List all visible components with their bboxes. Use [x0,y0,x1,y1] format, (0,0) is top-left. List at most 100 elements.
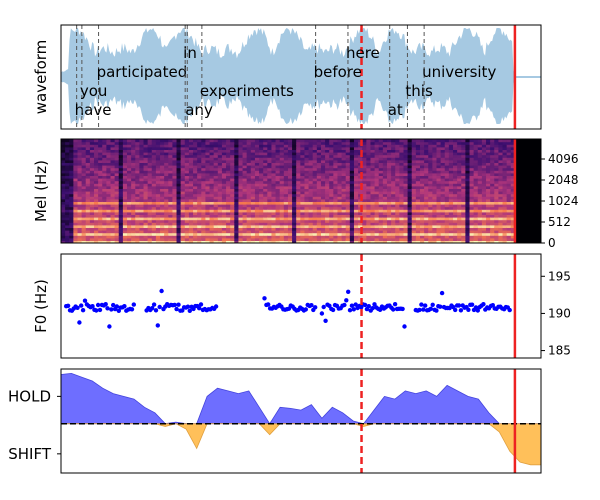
mel-cell [300,139,306,143]
mel-cell [407,162,413,166]
mel-cell [143,217,149,221]
mel-cell [139,204,145,208]
mel-cell [287,204,293,208]
mel-cell [114,237,120,241]
mel-cell [118,149,124,153]
mel-cell [267,201,273,205]
mel-cell [296,198,301,202]
mel-cell [259,219,264,223]
mel-cell [353,235,359,239]
mel-cell [444,183,450,187]
mel-cell [160,235,165,239]
mel-cell [444,149,450,153]
mel-cell [164,152,169,156]
mel-cell [349,170,355,174]
mel-cell [73,185,79,189]
mel-cell [494,162,500,166]
mel-cell [465,211,471,215]
mel-cell [209,227,215,231]
mel-cell [411,152,417,156]
mel-cell [444,175,450,179]
mel-cell [143,188,149,192]
mel-cell [65,141,70,145]
mel-cell [473,232,479,236]
mel-cell [386,185,392,189]
mel-cell [312,165,318,169]
mel-cell [403,188,409,192]
mel-cell [143,206,149,210]
mel-cell [172,217,178,221]
mel-cell [411,167,417,171]
mel-cell [382,222,388,226]
mel-cell [193,211,198,215]
mel-cell [155,217,161,221]
mel-cell [279,237,285,241]
mel-cell [386,224,392,228]
mel-cell [172,188,178,192]
mel-cell [168,149,174,153]
mel-cell [217,198,223,202]
mel-cell [494,144,500,148]
mel-cell [283,157,289,161]
mel-cell [221,235,227,239]
mel-cell [399,172,405,176]
mel-cell [382,188,388,192]
mel-cell [440,165,446,169]
mel-cell [453,193,458,197]
mel-cell [254,204,260,208]
mel-cell [263,178,268,182]
mel-cell [221,162,227,166]
mel-cell [164,196,169,200]
mel-cell [469,193,475,197]
mel-cell [337,206,343,210]
mel-cell [250,196,256,200]
mel-cell [267,232,273,236]
mel-cell [391,219,396,223]
mel-cell [151,196,157,200]
mel-cell [473,193,479,197]
mel-cell [391,175,396,179]
mel-cell [184,139,190,143]
mel-cell [337,237,343,241]
mel-cell [333,214,339,218]
mel-cell [494,157,500,161]
mel-cell [110,185,116,189]
mel-cell [411,157,417,161]
mel-cell [444,139,450,143]
mel-cell [382,144,388,148]
mel-cell [304,237,310,241]
mel-cell [89,178,95,182]
mel-cell [69,237,74,241]
mel-cell [127,141,132,145]
mel-cell [77,198,83,202]
mel-cell [271,219,277,223]
mel-cell [201,178,207,182]
mel-cell [337,204,343,208]
mel-cell [304,175,310,179]
mel-cell [391,240,396,243]
mel-cell [184,219,190,223]
mel-cell [378,217,384,221]
mel-cell [164,217,169,221]
mel-cell [395,211,400,215]
mel-cell [89,211,95,215]
mel-cell [98,144,103,148]
mel-cell [325,157,330,161]
mel-cell [510,219,516,223]
mel-cell [139,183,145,187]
mel-cell [287,146,293,150]
f0-point [370,306,375,311]
mel-cell [498,191,504,195]
mel-cell [353,144,359,148]
mel-cell [271,175,277,179]
mel-cell [242,183,248,187]
mel-cell [151,162,157,166]
mel-cell [135,222,141,226]
mel-cell [176,219,182,223]
mel-cell [89,154,95,158]
mel-cell [197,170,202,174]
mel-cell [275,204,281,208]
mel-cell [254,154,260,158]
mel-cell [102,209,107,213]
mel-cell [127,162,132,166]
